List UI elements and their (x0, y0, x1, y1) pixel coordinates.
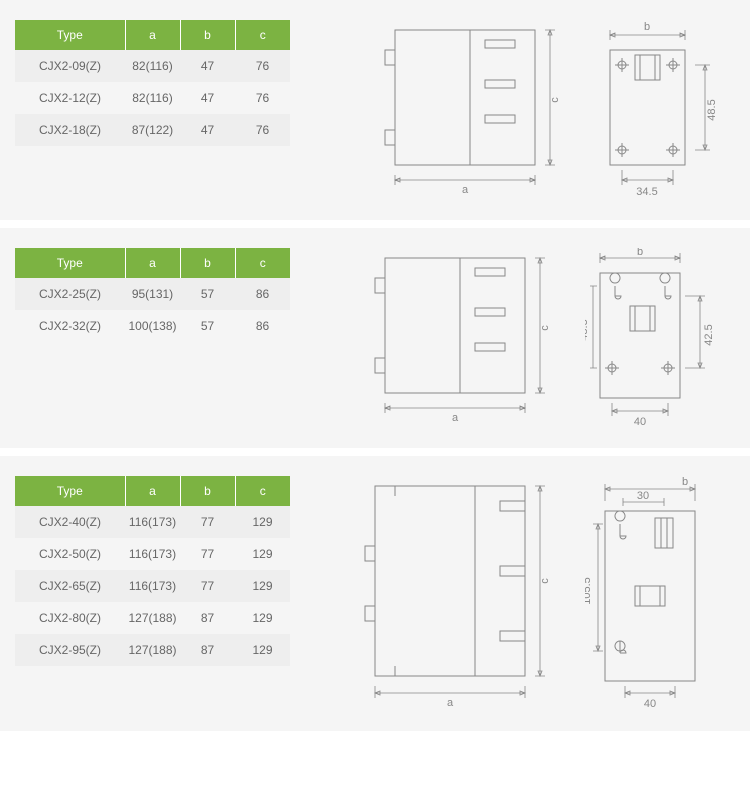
col-header-a: a (125, 20, 180, 50)
dim-b-label: b (682, 476, 688, 488)
diagram-area-2: a c b 48.5 42.5 40 (310, 248, 735, 428)
col-header-a: a (125, 476, 180, 506)
table-row: CJX2-80(Z)127(188)87129 (15, 602, 290, 634)
col-header-c: c (235, 476, 290, 506)
section-1: Type a b c CJX2-09(Z)82(116)4776 CJX2-12… (0, 0, 750, 220)
col-header-c: c (235, 20, 290, 50)
dim-105-5-label: 105.5 (585, 577, 593, 605)
dimension-table-3: Type a b c CJX2-40(Z)116(173)77129 CJX2-… (15, 476, 290, 666)
col-header-a: a (125, 248, 180, 278)
dim-a-label: a (452, 412, 459, 424)
dim-b-label: b (644, 21, 650, 33)
section-3: Type a b c CJX2-40(Z)116(173)77129 CJX2-… (0, 456, 750, 731)
dimension-table-1: Type a b c CJX2-09(Z)82(116)4776 CJX2-12… (15, 20, 290, 146)
dim-c-label: c (549, 97, 561, 103)
table-row: CJX2-65(Z)116(173)77129 (15, 570, 290, 602)
table-row: CJX2-50(Z)116(173)77129 (15, 538, 290, 570)
diagram-area-1: a c b 48.5 34.5 (310, 20, 735, 200)
front-view-diagram-3: b 30 105.5 40 (585, 476, 735, 711)
dim-30-label: 30 (637, 490, 649, 502)
dim-48-5-label: 48.5 (585, 319, 590, 340)
col-header-b: b (180, 20, 235, 50)
table-row: CJX2-25(Z)95(131)5786 (15, 278, 290, 310)
side-view-diagram-3: a c (345, 476, 555, 711)
col-header-b: b (180, 476, 235, 506)
col-header-type: Type (15, 248, 125, 278)
section-2: Type a b c CJX2-25(Z)95(131)5786 CJX2-32… (0, 228, 750, 448)
table-row: CJX2-12(Z)82(116)4776 (15, 82, 290, 114)
front-view-diagram-2: b 48.5 42.5 40 (585, 248, 735, 428)
side-view-diagram-2: a c (355, 248, 555, 428)
col-header-c: c (235, 248, 290, 278)
diagram-area-3: a c b 30 105.5 40 (310, 476, 735, 711)
dimension-table-2: Type a b c CJX2-25(Z)95(131)5786 CJX2-32… (15, 248, 290, 342)
table-area-3: Type a b c CJX2-40(Z)116(173)77129 CJX2-… (15, 476, 290, 666)
dim-a-label: a (462, 184, 469, 196)
dim-40-label: 40 (644, 698, 656, 710)
table-row: CJX2-18(Z)87(122)4776 (15, 114, 290, 146)
dim-a-label: a (447, 697, 454, 709)
col-header-type: Type (15, 476, 125, 506)
dim-42-5-label: 42.5 (703, 324, 715, 345)
dim-40-label: 40 (634, 416, 646, 428)
table-area-1: Type a b c CJX2-09(Z)82(116)4776 CJX2-12… (15, 20, 290, 146)
col-header-b: b (180, 248, 235, 278)
side-view-diagram-1: a c (365, 20, 565, 200)
dim-b-label: b (637, 248, 643, 258)
table-area-2: Type a b c CJX2-25(Z)95(131)5786 CJX2-32… (15, 248, 290, 342)
dim-48-5-label: 48.5 (706, 99, 718, 120)
front-view-diagram-1: b 48.5 34.5 (595, 20, 735, 200)
dim-c-label: c (539, 578, 551, 584)
col-header-type: Type (15, 20, 125, 50)
table-row: CJX2-95(Z)127(188)87129 (15, 634, 290, 666)
dim-c-label: c (539, 325, 551, 331)
table-row: CJX2-09(Z)82(116)4776 (15, 50, 290, 82)
table-row: CJX2-40(Z)116(173)77129 (15, 506, 290, 538)
table-row: CJX2-32(Z)100(138)5786 (15, 310, 290, 342)
dim-34-5-label: 34.5 (636, 186, 657, 198)
